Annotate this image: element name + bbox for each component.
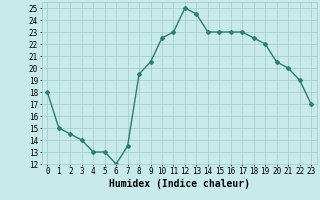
X-axis label: Humidex (Indice chaleur): Humidex (Indice chaleur) bbox=[109, 179, 250, 189]
